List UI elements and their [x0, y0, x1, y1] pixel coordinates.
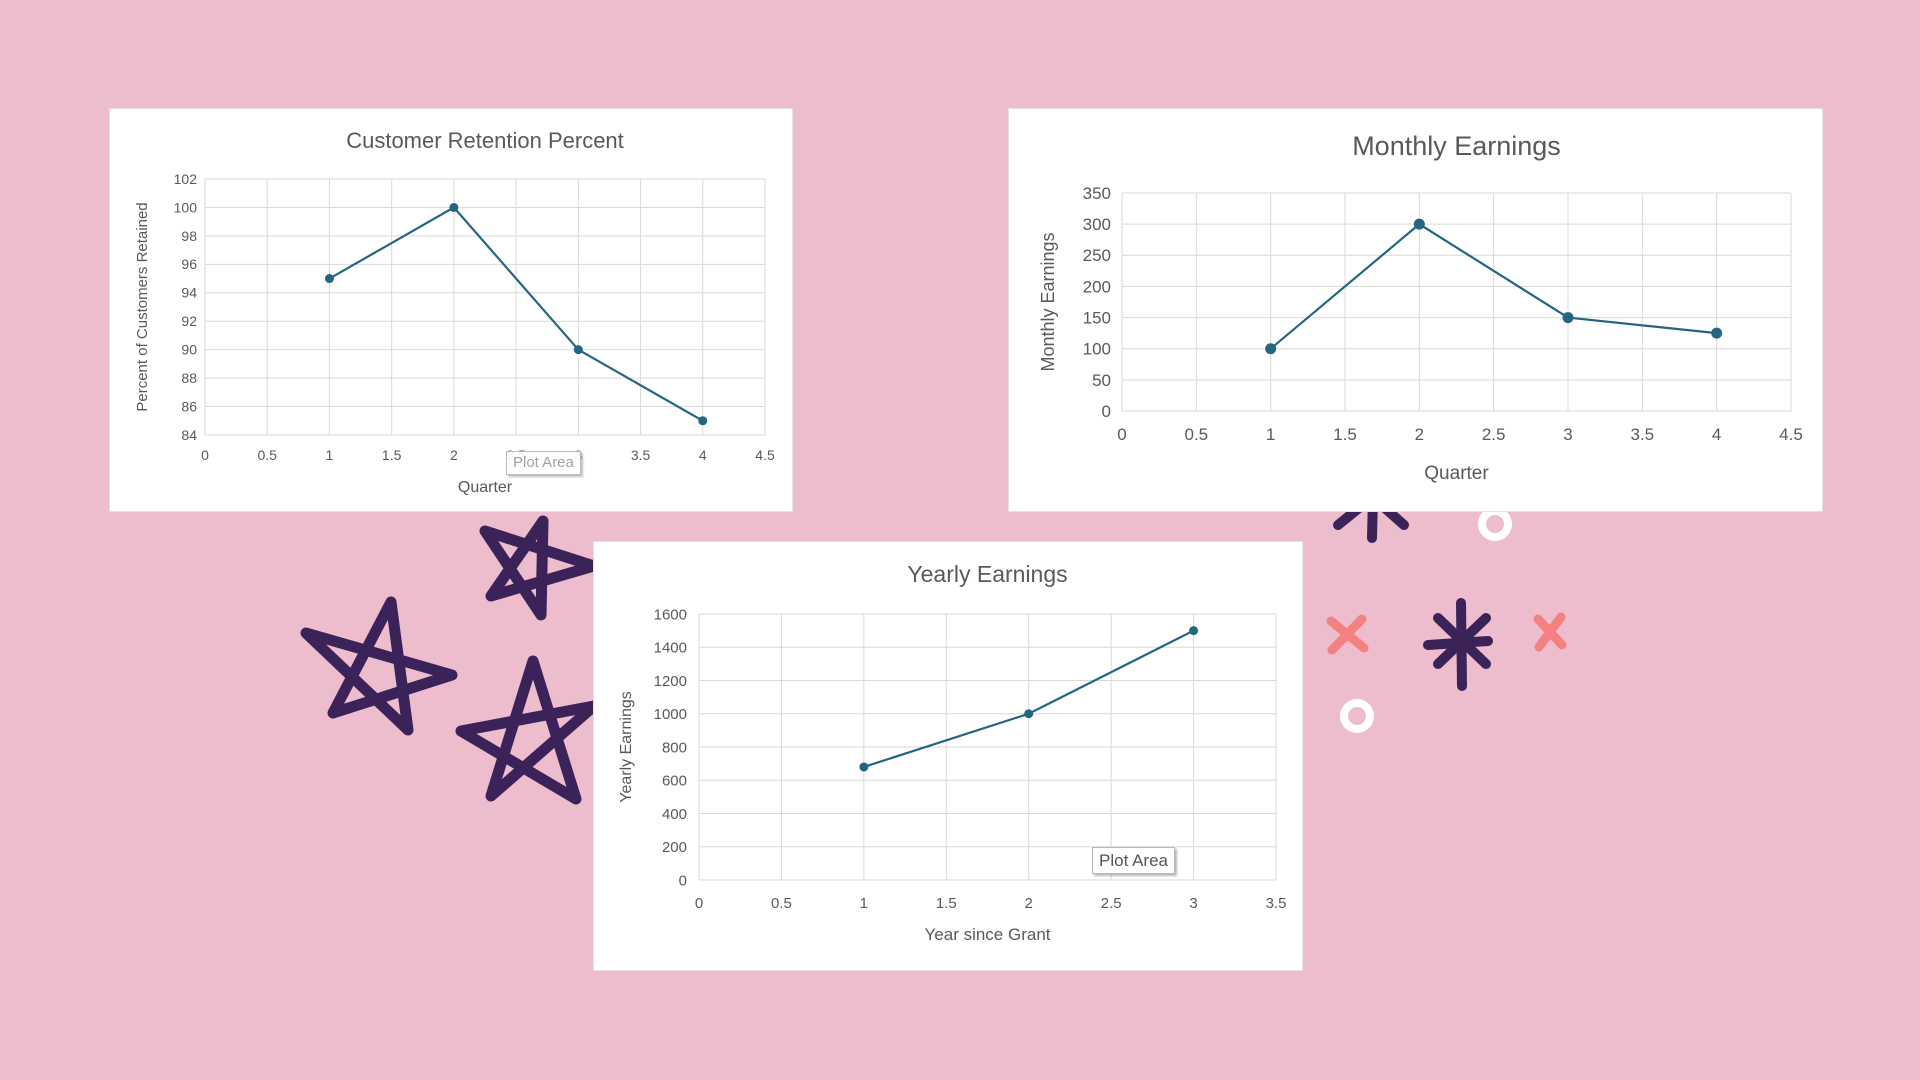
y-tick-label: 96	[181, 256, 197, 272]
series-line	[1269, 222, 1717, 350]
y-tick-label: 1200	[654, 673, 687, 690]
data-point	[1562, 312, 1574, 324]
y-axis-label: Percent of Customers Retained	[134, 202, 151, 411]
data-point	[1265, 343, 1277, 355]
data-point	[1413, 218, 1425, 230]
x-tick-label: 3	[1189, 895, 1197, 912]
chart-title: Monthly Earnings	[1352, 131, 1561, 161]
y-tick-label: 400	[662, 806, 687, 823]
x-axis-label: Quarter	[458, 479, 513, 496]
chart-yearly-svg: 0 0.5 1 1.5 2 2.5 3 3.5 0 200 400 600 800 1000 1200 140…	[618, 561, 1287, 944]
x-tick-label: 1	[860, 895, 868, 912]
x-tick-label: 3	[1563, 425, 1572, 444]
chart-monthly-svg: 0 0.5 1 1.5 2 2.5 3 3.5 4 4.5 0 50 100 150 200 250 300 35…	[1038, 131, 1803, 484]
chart-title: Yearly Earnings	[907, 561, 1067, 587]
series-line	[328, 206, 704, 422]
x-tick-label: 0	[695, 895, 703, 912]
x-tick-label: 3.5	[631, 447, 651, 463]
y-tick-label: 92	[181, 313, 197, 329]
x-tick-label: 2	[1415, 425, 1424, 444]
y-tick-label: 600	[662, 773, 687, 790]
y-axis-label: Monthly Earnings	[1038, 232, 1058, 371]
x-tick-label: 3.5	[1631, 425, 1655, 444]
y-tick-label: 88	[181, 370, 197, 386]
data-point	[573, 345, 583, 355]
y-tick-label: 250	[1083, 246, 1111, 265]
chart-yearly-panel[interactable]: 0 0.5 1 1.5 2 2.5 3 3.5 0 200 400 600 800 1000 1200 140…	[593, 541, 1303, 971]
y-tick-label: 800	[662, 739, 687, 756]
data-point	[324, 274, 334, 284]
data-point	[449, 202, 459, 212]
data-point	[1189, 626, 1199, 636]
x-tick-label: 2.5	[1482, 425, 1506, 444]
plot-area-tooltip: Plot Area	[506, 451, 581, 475]
x-tick-label: 1.5	[382, 447, 402, 463]
x-tick-label: 1	[1266, 425, 1275, 444]
data-point	[698, 416, 708, 426]
x-tick-label: 2.5	[1101, 895, 1122, 912]
x-tick-label: 0	[201, 447, 209, 463]
y-tick-label: 350	[1083, 184, 1111, 203]
x-tick-label: 3.5	[1266, 895, 1287, 912]
y-tick-label: 98	[181, 228, 197, 244]
y-tick-label: 200	[1083, 277, 1111, 296]
data-point	[1024, 709, 1034, 719]
x-tick-label: 4.5	[1779, 425, 1803, 444]
y-tick-label: 1600	[654, 606, 687, 623]
y-tick-label: 1000	[654, 706, 687, 723]
y-tick-label: 100	[1083, 340, 1111, 359]
y-tick-label: 0	[1102, 402, 1111, 421]
y-tick-label: 84	[181, 427, 197, 443]
x-tick-label: 0.5	[257, 447, 277, 463]
x-tick-label: 4	[1712, 425, 1721, 444]
chart-retention-svg: 00.511.522.533.544.584868890929496981001…	[134, 128, 775, 496]
x-axis-label: Year since Grant	[925, 925, 1051, 944]
y-tick-label: 50	[1092, 371, 1111, 390]
chart-title: Customer Retention Percent	[346, 128, 624, 153]
y-tick-label: 200	[662, 839, 687, 856]
x-tick-label: 1.5	[936, 895, 957, 912]
x-tick-label: 1	[326, 447, 334, 463]
x-tick-label: 1.5	[1333, 425, 1357, 444]
plot-area-tooltip: Plot Area	[1092, 847, 1175, 874]
x-tick-label: 0.5	[1185, 425, 1209, 444]
y-axis-label: Yearly Earnings	[618, 691, 635, 802]
y-tick-label: 0	[679, 872, 687, 889]
x-tick-label: 2	[450, 447, 458, 463]
y-tick-label: 94	[181, 285, 197, 301]
x-tick-label: 0.5	[771, 895, 792, 912]
x-tick-label: 4	[699, 447, 707, 463]
y-tick-label: 150	[1083, 309, 1111, 328]
y-tick-label: 300	[1083, 215, 1111, 234]
data-point	[1711, 327, 1723, 339]
x-tick-label: 4.5	[755, 447, 775, 463]
y-tick-label: 1400	[654, 640, 687, 657]
y-tick-label: 102	[174, 171, 198, 187]
x-axis-label: Quarter	[1424, 463, 1489, 484]
chart-monthly-panel[interactable]: 0 0.5 1 1.5 2 2.5 3 3.5 4 4.5 0 50 100 150 200 250 300 35…	[1008, 108, 1823, 512]
x-tick-label: 0	[1117, 425, 1126, 444]
data-point	[859, 762, 869, 772]
x-tick-label: 2	[1025, 895, 1033, 912]
y-tick-label: 90	[181, 342, 197, 358]
y-tick-label: 100	[174, 199, 198, 215]
chart-retention-panel[interactable]: 00.511.522.533.544.584868890929496981001…	[109, 108, 793, 512]
y-tick-label: 86	[181, 398, 197, 414]
